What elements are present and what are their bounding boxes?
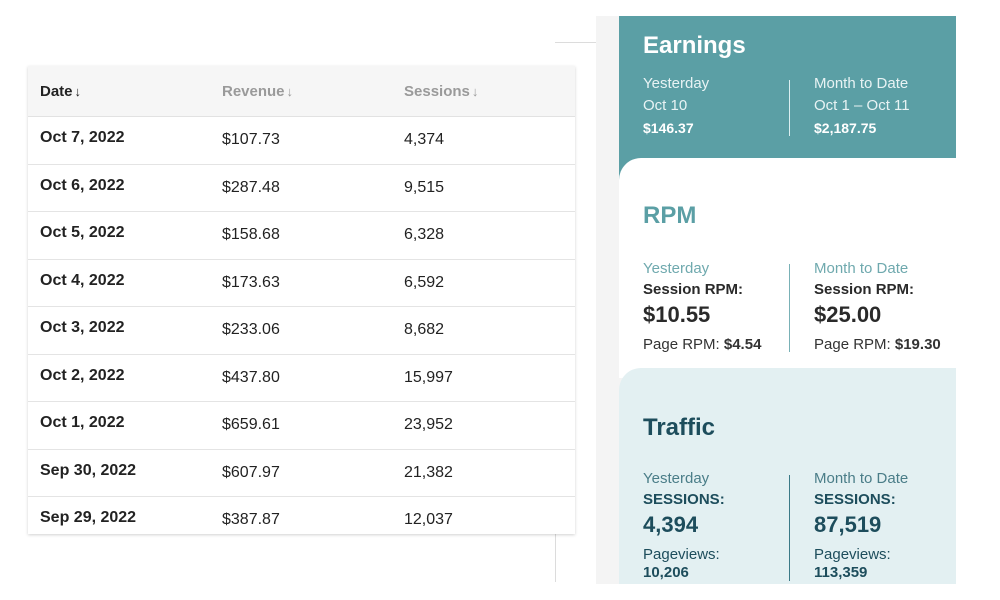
traffic-yesterday: Yesterday SESSIONS: 4,394 Pageviews: 10,… (643, 468, 725, 581)
rpm-divider (789, 264, 790, 352)
row-sessions: 15,997 (404, 368, 453, 386)
traffic-yesterday-label: Yesterday (643, 470, 710, 487)
table-row: Oct 2, 2022 $437.80 15,997 (28, 355, 575, 402)
traffic-mtd-label: Month to Date (814, 470, 909, 487)
table-row: Oct 1, 2022 $659.61 23,952 (28, 402, 575, 450)
column-header-date[interactable]: Date ↓ (40, 83, 82, 100)
row-date: Oct 4, 2022 (40, 271, 125, 289)
rpm-mtd-label: Month to Date (814, 260, 909, 277)
rpm-month-to-date: Month to Date Session RPM: $25.00 Page R… (814, 258, 941, 353)
row-revenue: $607.97 (222, 463, 280, 481)
column-header-revenue[interactable]: Revenue ↓ (222, 83, 294, 100)
rpm-mtd-page: Page RPM: $19.30 (814, 336, 941, 353)
row-sessions: 21,382 (404, 463, 453, 481)
traffic-yesterday-sessions-value: 4,394 (643, 512, 699, 537)
row-sessions: 6,592 (404, 273, 445, 291)
row-revenue: $437.80 (222, 368, 280, 386)
traffic-mtd-sessions-value: 87,519 (814, 512, 882, 537)
table-row: Oct 7, 2022 $107.73 4,374 (28, 117, 575, 165)
table-body: Oct 7, 2022 $107.73 4,374 Oct 6, 2022 $2… (28, 117, 575, 544)
row-sessions: 23,952 (404, 416, 453, 433)
traffic-month-to-date: Month to Date SESSIONS: 87,519 Pageviews… (814, 468, 908, 581)
row-revenue: $233.06 (222, 321, 280, 338)
rpm-yesterday: Yesterday Session RPM: $10.55 Page RPM: … (643, 258, 761, 353)
row-date: Oct 1, 2022 (40, 414, 125, 431)
traffic-yesterday-pageviews-label: Pageviews: (643, 546, 720, 563)
traffic-mtd-pageviews-label: Pageviews: (814, 546, 891, 563)
rpm-yesterday-label: Yesterday (643, 260, 710, 277)
row-sessions: 12,037 (404, 511, 453, 528)
earnings-mtd-value: $2,187.75 (814, 120, 877, 136)
traffic-mtd-sessions-label: SESSIONS: (814, 491, 896, 508)
sort-arrow-icon: ↓ (74, 84, 82, 99)
rpm-mtd-session-label: Session RPM: (814, 281, 915, 298)
earnings-month-to-date: Month to Date Oct 1 – Oct 11 $2,187.75 (814, 73, 910, 139)
rpm-yesterday-session-label: Session RPM: (643, 281, 744, 298)
sort-arrow-icon: ↓ (471, 84, 479, 99)
column-header-sessions[interactable]: Sessions ↓ (404, 83, 479, 100)
summary-panel: Earnings Yesterday Oct 10 $146.37 Month … (596, 16, 956, 584)
earnings-title: Earnings (643, 32, 746, 59)
rpm-title: RPM (643, 202, 697, 229)
connector-line-bottom (555, 510, 556, 582)
row-sessions: 9,515 (404, 178, 445, 196)
row-revenue: $158.68 (222, 226, 280, 243)
rpm-card: RPM Yesterday Session RPM: $10.55 Page R… (619, 158, 956, 378)
earnings-yesterday-period: Oct 10 (643, 97, 688, 114)
table-row: Oct 4, 2022 $173.63 6,592 (28, 260, 575, 307)
table-row: Oct 5, 2022 $158.68 6,328 (28, 212, 575, 260)
earnings-mtd-label: Month to Date (814, 75, 909, 92)
traffic-mtd-pageviews-value: 113,359 (814, 564, 868, 581)
earnings-yesterday: Yesterday Oct 10 $146.37 (643, 73, 709, 139)
earnings-mtd-period: Oct 1 – Oct 11 (814, 97, 910, 114)
table-row: Sep 29, 2022 $387.87 12,037 (28, 497, 575, 544)
row-sessions: 4,374 (404, 131, 445, 148)
rpm-mtd-page-value: $19.30 (894, 336, 941, 353)
table-row: Sep 30, 2022 $607.97 21,382 (28, 450, 575, 497)
row-revenue: $287.48 (222, 178, 280, 196)
row-revenue: $387.87 (222, 511, 280, 528)
rpm-mtd-page-label: Page RPM: (814, 336, 891, 353)
traffic-divider (789, 475, 790, 581)
row-date: Oct 6, 2022 (40, 176, 125, 194)
row-date: Oct 5, 2022 (40, 224, 125, 241)
row-revenue: $173.63 (222, 273, 280, 291)
traffic-yesterday-sessions-label: SESSIONS: (643, 491, 725, 508)
row-date: Sep 29, 2022 (40, 509, 137, 526)
row-date: Oct 7, 2022 (40, 129, 125, 146)
table-row: Oct 3, 2022 $233.06 8,682 (28, 307, 575, 355)
traffic-title: Traffic (643, 414, 716, 441)
rpm-yesterday-page: Page RPM: $4.54 (643, 336, 761, 353)
rpm-mtd-session-value: $25.00 (814, 302, 882, 327)
revenue-table: Date ↓ Revenue ↓ Sessions ↓ Oct 7, 2022 $10… (28, 66, 575, 534)
row-date: Sep 30, 2022 (40, 461, 137, 479)
row-revenue: $107.73 (222, 131, 280, 148)
row-revenue: $659.61 (222, 416, 280, 433)
rpm-yesterday-page-label: Page RPM: (643, 336, 720, 353)
row-sessions: 8,682 (404, 321, 445, 338)
sort-arrow-icon: ↓ (286, 84, 294, 99)
earnings-yesterday-value: $146.37 (643, 120, 694, 136)
traffic-card: Traffic Yesterday SESSIONS: 4,394 Pagevi… (619, 368, 956, 584)
rpm-yesterday-session-value: $10.55 (643, 302, 711, 327)
table-header: Date ↓ Revenue ↓ Sessions ↓ (28, 66, 575, 117)
rpm-yesterday-page-value: $4.54 (723, 336, 762, 353)
connector-line-top (555, 42, 597, 43)
earnings-divider (789, 80, 790, 136)
row-date: Oct 2, 2022 (40, 366, 125, 384)
table-row: Oct 6, 2022 $287.48 9,515 (28, 165, 575, 212)
row-sessions: 6,328 (404, 226, 445, 243)
traffic-yesterday-pageviews-value: 10,206 (643, 564, 689, 581)
earnings-yesterday-label: Yesterday (643, 75, 710, 92)
row-date: Oct 3, 2022 (40, 319, 125, 336)
